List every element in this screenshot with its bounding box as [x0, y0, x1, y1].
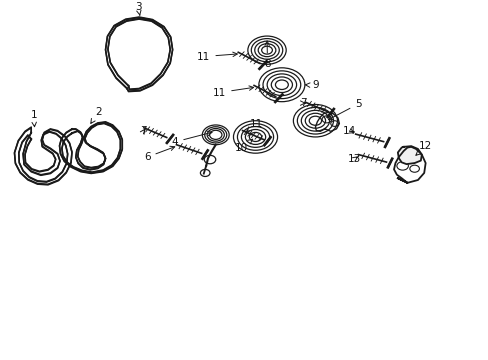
Text: 13: 13 [347, 154, 361, 164]
Text: 7: 7 [140, 126, 147, 136]
Text: 3: 3 [135, 2, 141, 15]
Text: 2: 2 [91, 107, 102, 123]
Text: 8: 8 [264, 41, 270, 68]
Text: 11: 11 [246, 118, 263, 131]
Text: 11: 11 [197, 51, 237, 62]
Text: 1: 1 [30, 110, 37, 127]
Text: 10: 10 [234, 139, 252, 153]
Text: 6: 6 [143, 146, 174, 162]
Text: 7: 7 [299, 98, 305, 108]
Text: 11: 11 [212, 86, 253, 98]
Text: 5: 5 [328, 99, 361, 120]
Text: 12: 12 [415, 141, 431, 155]
Polygon shape [397, 146, 421, 164]
Text: 9: 9 [305, 80, 318, 90]
Text: 4: 4 [171, 131, 212, 147]
Text: 14: 14 [342, 126, 355, 136]
